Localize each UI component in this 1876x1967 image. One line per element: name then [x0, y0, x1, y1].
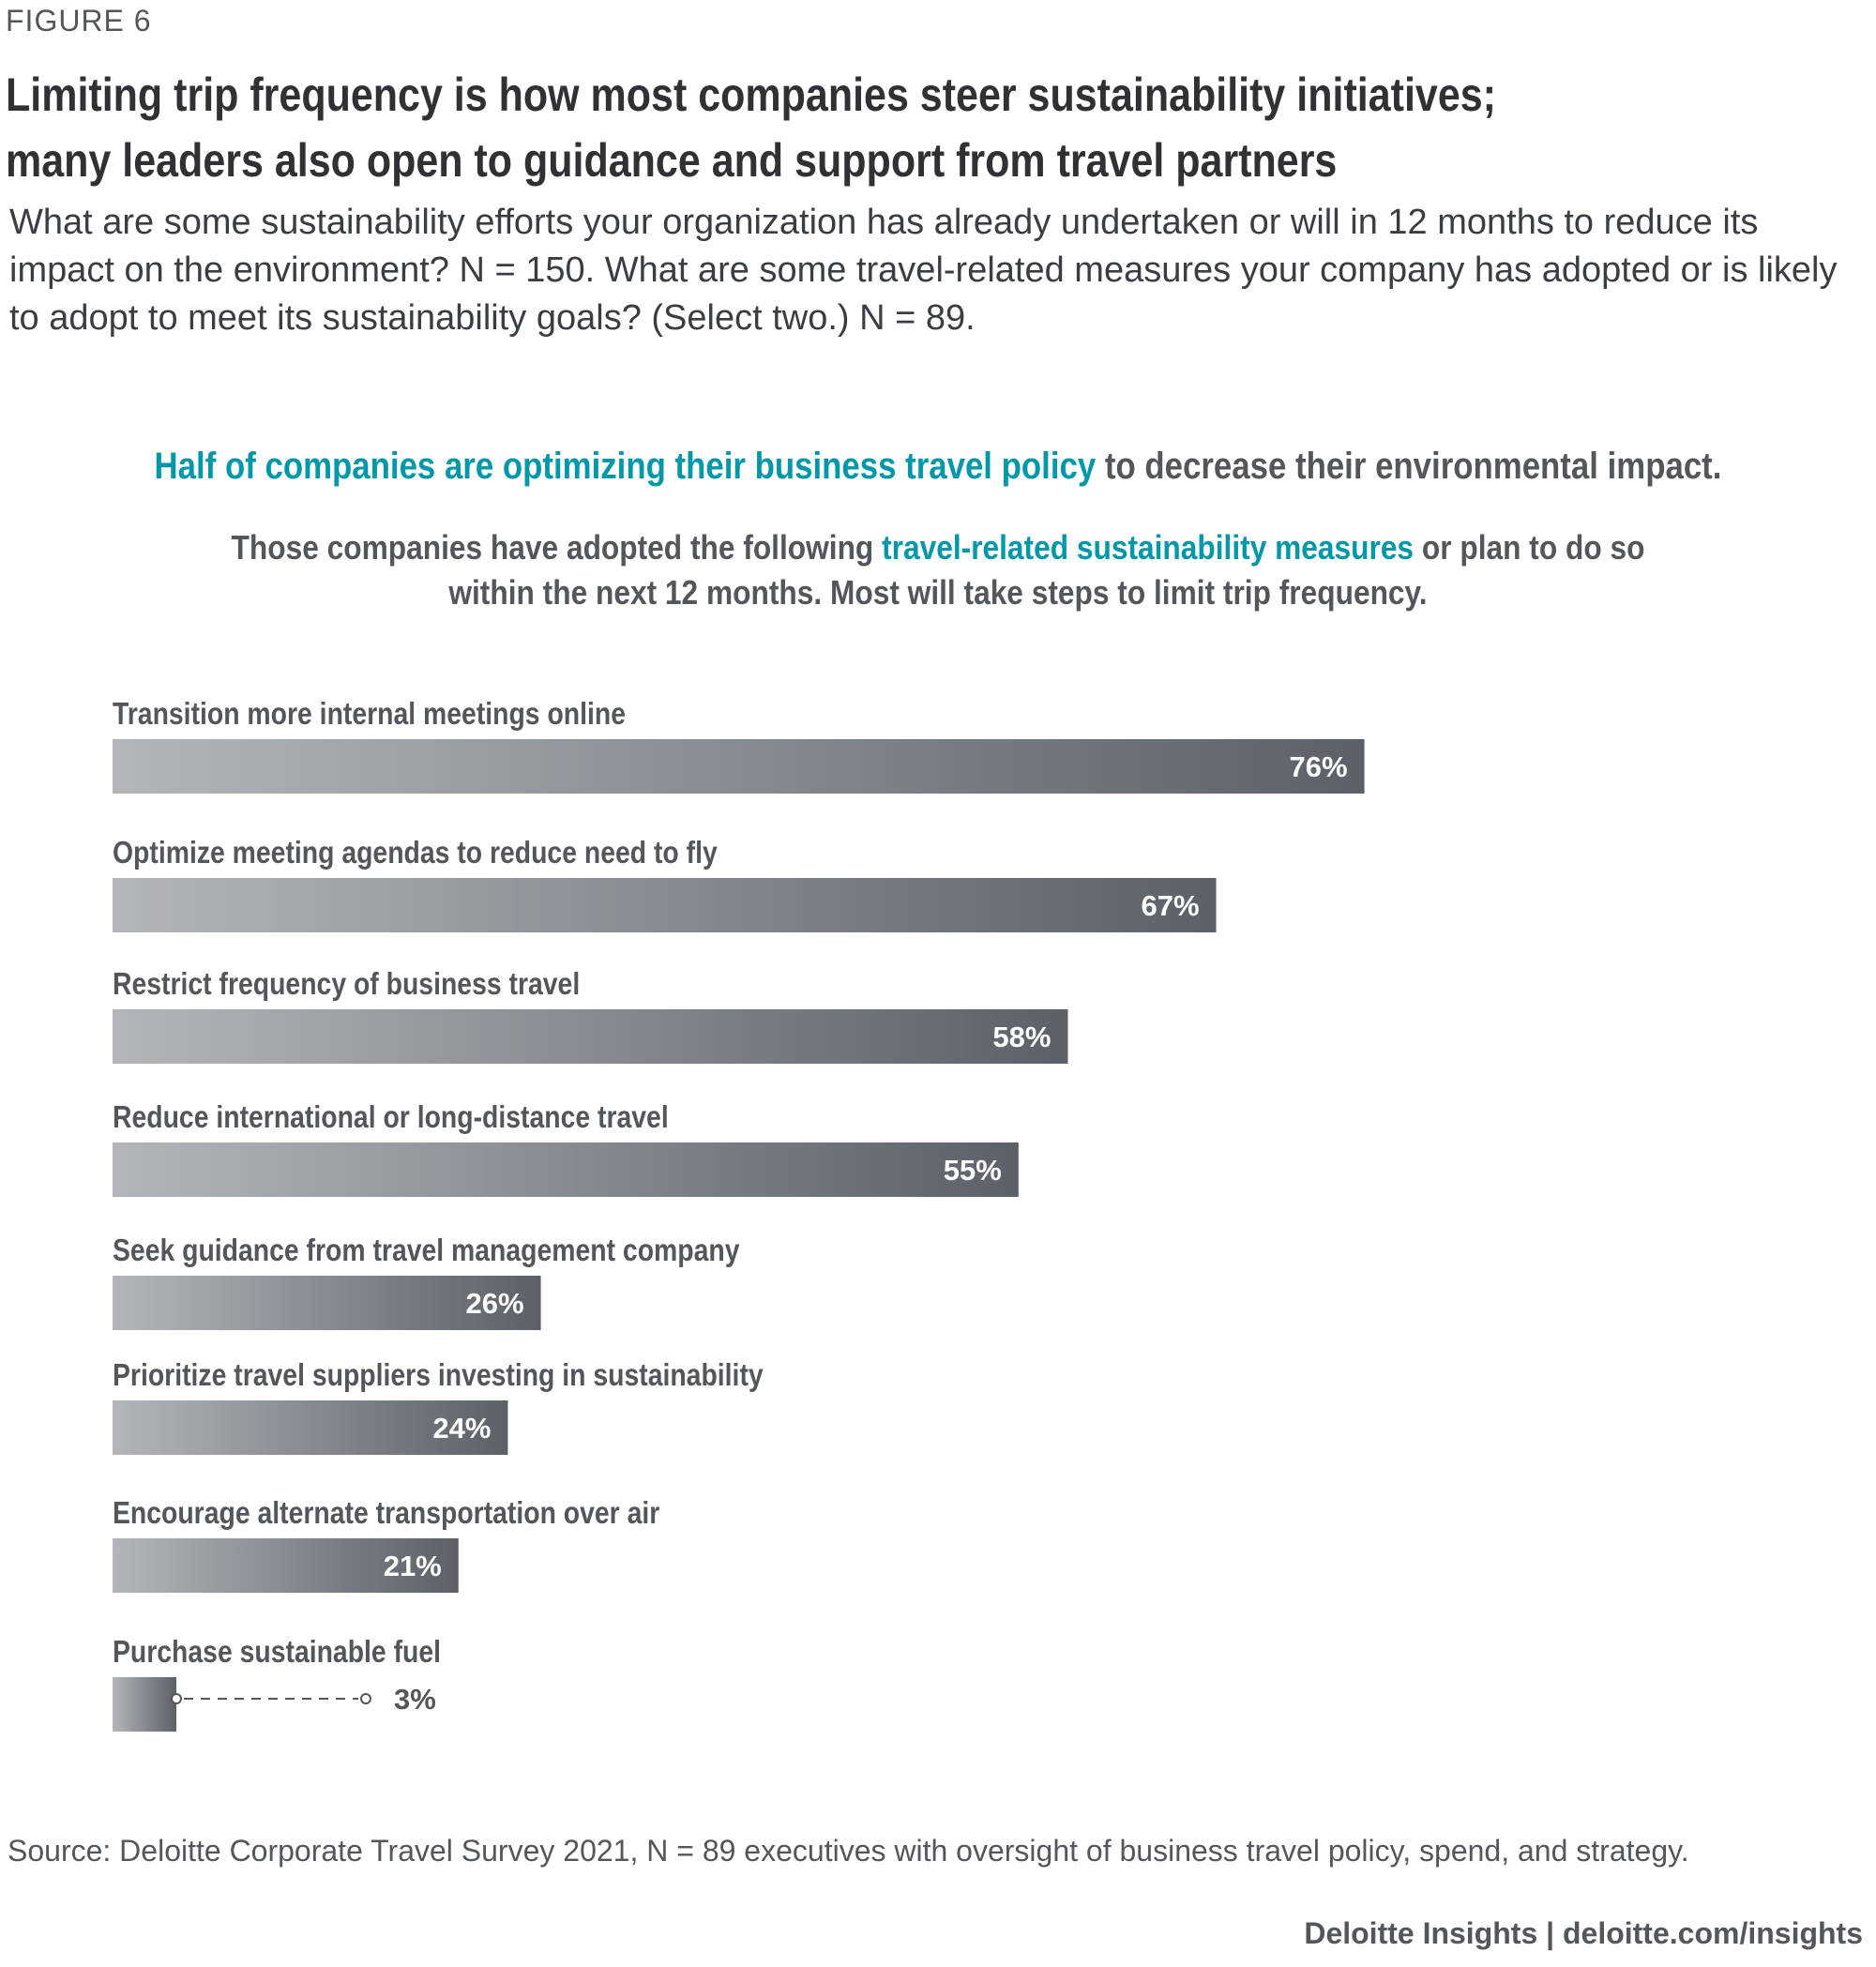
figure-label: FIGURE 6 — [6, 4, 152, 38]
bar — [113, 1400, 508, 1455]
lead-text: Those companies have adopted the followi… — [0, 525, 1876, 615]
category-label: Prioritize travel suppliers investing in… — [113, 1357, 764, 1393]
bar — [113, 1677, 176, 1732]
headline-rest: to decrease their environmental impact. — [1096, 446, 1722, 487]
headline: Half of companies are optimizing their b… — [122, 441, 1754, 492]
category-label: Encourage alternate transportation over … — [113, 1495, 659, 1531]
value-label: 26% — [466, 1287, 524, 1320]
category-label: Reduce international or long-distance tr… — [113, 1099, 669, 1135]
category-label: Restrict frequency of business travel — [113, 966, 580, 1002]
chart-title-line-2: many leaders also open to guidance and s… — [6, 134, 1338, 187]
category-label: Transition more internal meetings online — [113, 696, 626, 732]
bar — [113, 1009, 1068, 1064]
category-label: Seek guidance from travel management com… — [113, 1233, 739, 1268]
leader-start-dot — [171, 1693, 182, 1704]
bar — [113, 878, 1217, 932]
lead-part-1: Those companies have adopted the followi… — [231, 528, 883, 567]
headline-highlight: Half of companies are optimizing their b… — [154, 446, 1097, 487]
value-label: 21% — [384, 1550, 442, 1582]
value-label: 67% — [1141, 889, 1199, 922]
bar — [113, 1142, 1019, 1197]
bar — [113, 739, 1365, 794]
survey-question: What are some sustainability efforts you… — [9, 203, 1838, 338]
value-label: 55% — [944, 1154, 1002, 1187]
footer-credit: Deloitte Insights | deloitte.com/insight… — [1304, 1916, 1863, 1950]
lead-part-2: or plan to do so — [1414, 528, 1645, 567]
bar-chart: Transition more internal meetings online… — [113, 696, 1365, 1732]
value-label: 76% — [1290, 750, 1348, 783]
category-label: Optimize meeting agendas to reduce need … — [113, 835, 718, 870]
value-label: 58% — [992, 1021, 1051, 1053]
lead-line-1: Those companies have adopted the followi… — [113, 525, 1763, 570]
source-note: Source: Deloitte Corporate Travel Survey… — [8, 1834, 1689, 1868]
chart-title: Limiting trip frequency is how most comp… — [6, 62, 1603, 193]
lead-highlight: travel-related sustainability measures — [882, 528, 1415, 567]
value-label: 3% — [394, 1683, 436, 1716]
category-label: Purchase sustainable fuel — [113, 1634, 441, 1670]
leader-end-dot — [360, 1693, 371, 1704]
bar — [113, 1538, 459, 1593]
lead-line-2: within the next 12 months. Most will tak… — [448, 573, 1428, 612]
value-label: 24% — [432, 1412, 491, 1445]
chart-title-line-1: Limiting trip frequency is how most comp… — [6, 68, 1496, 121]
bar — [113, 1276, 541, 1330]
